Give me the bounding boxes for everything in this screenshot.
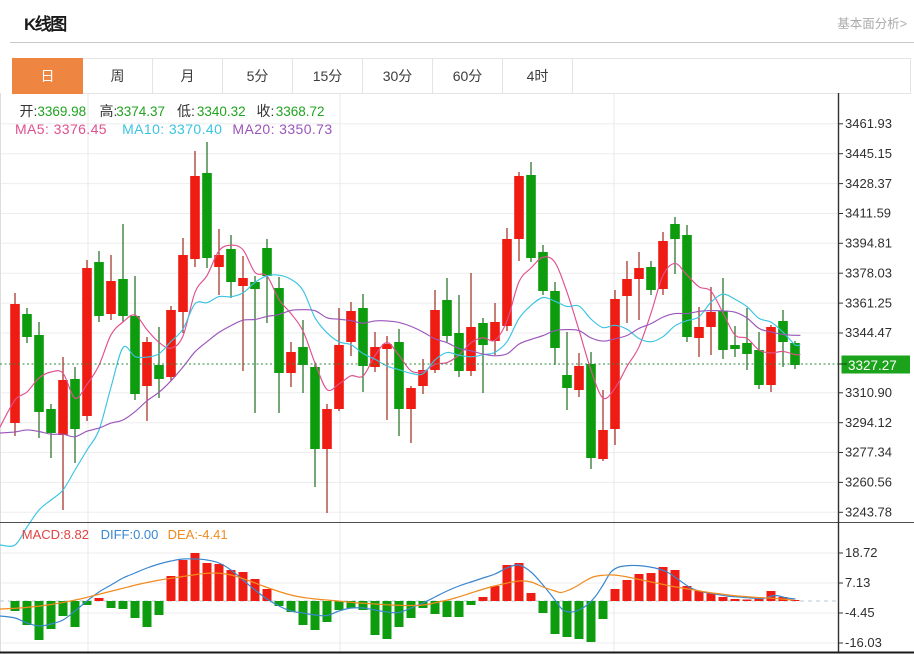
svg-text:3411.59: 3411.59 [845, 206, 891, 221]
svg-text:高:: 高: [100, 103, 118, 119]
svg-text:3378.03: 3378.03 [845, 265, 892, 280]
svg-text:3344.47: 3344.47 [845, 325, 892, 340]
svg-text:-16.03: -16.03 [845, 635, 882, 650]
svg-text:MA5: 3376.45: MA5: 3376.45 [15, 121, 107, 137]
svg-text:3277.34: 3277.34 [845, 445, 892, 460]
svg-text:3260.56: 3260.56 [845, 475, 892, 490]
svg-text:-4.45: -4.45 [845, 605, 875, 620]
svg-text:3340.32: 3340.32 [197, 104, 246, 119]
svg-text:3369.98: 3369.98 [37, 104, 86, 119]
svg-text:3310.90: 3310.90 [845, 385, 892, 400]
svg-text:3428.37: 3428.37 [845, 176, 892, 191]
svg-text:3361.25: 3361.25 [845, 295, 892, 310]
svg-text:18.72: 18.72 [845, 545, 878, 560]
svg-text:MA20: 3350.73: MA20: 3350.73 [232, 121, 332, 137]
svg-text:3368.72: 3368.72 [276, 104, 325, 119]
svg-text:3327.27: 3327.27 [848, 358, 897, 373]
svg-text:3461.93: 3461.93 [845, 116, 892, 131]
svg-text:3374.37: 3374.37 [116, 104, 165, 119]
svg-text:DIFF:0.00: DIFF:0.00 [101, 527, 159, 542]
svg-text:低:: 低: [177, 103, 195, 119]
svg-text:3243.78: 3243.78 [845, 505, 892, 520]
svg-text:3294.12: 3294.12 [845, 415, 892, 430]
svg-text:DEA:-4.41: DEA:-4.41 [168, 527, 228, 542]
svg-text:MACD:8.82: MACD:8.82 [22, 527, 89, 542]
svg-text:开:: 开: [20, 103, 38, 119]
svg-text:3394.81: 3394.81 [845, 236, 892, 251]
svg-text:收:: 收: [257, 103, 275, 119]
svg-text:7.13: 7.13 [845, 575, 870, 590]
svg-text:3445.15: 3445.15 [845, 146, 892, 161]
svg-text:MA10: 3370.40: MA10: 3370.40 [122, 121, 222, 137]
